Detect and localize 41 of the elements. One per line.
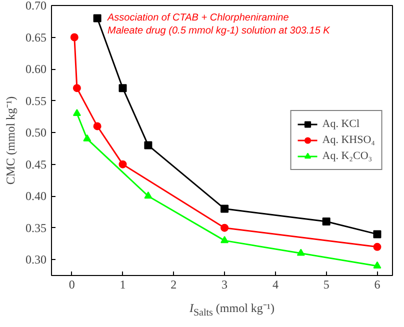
y-tick-label: 0.65 (26, 30, 46, 44)
y-axis-title: CMC (mmol kg⁻¹) (4, 96, 18, 185)
point (118, 84, 127, 92)
x-axis-title: I$_{Salts}$ (mmol kg⁻¹) (189, 300, 275, 320)
point (220, 236, 229, 244)
point (144, 141, 152, 150)
x-tick-label: 0 (68, 278, 75, 292)
point (220, 204, 229, 213)
point (373, 261, 382, 268)
point (72, 108, 81, 116)
y-tick-label: 0.50 (26, 126, 46, 140)
x-tick-label: 3 (222, 278, 228, 292)
point (322, 218, 330, 226)
x-tick-label: 1 (120, 278, 126, 292)
y-tick-label: 0.40 (26, 189, 46, 204)
point (118, 160, 127, 168)
y-tick-label: 0.60 (26, 62, 46, 76)
x-tick-label: 5 (323, 278, 330, 292)
annotation: Association of CTAB + Chlorpheniramine (106, 12, 290, 24)
legend-label: Aq. K₂CO₃ (322, 149, 372, 163)
y-tick-label: 0.30 (26, 252, 46, 267)
y-tick-label: 0.35 (26, 220, 46, 235)
point (72, 84, 81, 92)
point (93, 122, 102, 130)
point (93, 14, 102, 22)
point (70, 33, 78, 42)
point (373, 242, 382, 251)
legend-label: Aq. KHSO₄ (322, 133, 375, 147)
y-tick-label: 0.45 (26, 157, 46, 172)
y-tick-label: 0.70 (26, 0, 46, 12)
point (373, 230, 382, 238)
annotation: Maleate drug (0.5 mmol kg-1) solution at 303.15 K (108, 26, 332, 36)
x-tick-label: 6 (374, 278, 380, 292)
point (144, 192, 152, 199)
x-tick-label: 2 (170, 278, 177, 292)
x-tick-label: 4 (272, 278, 278, 292)
y-tick-label: 0.55 (26, 94, 46, 108)
legend-label: Aq. KCl (322, 117, 360, 131)
point (83, 134, 92, 142)
point (220, 224, 229, 232)
point (296, 248, 305, 256)
